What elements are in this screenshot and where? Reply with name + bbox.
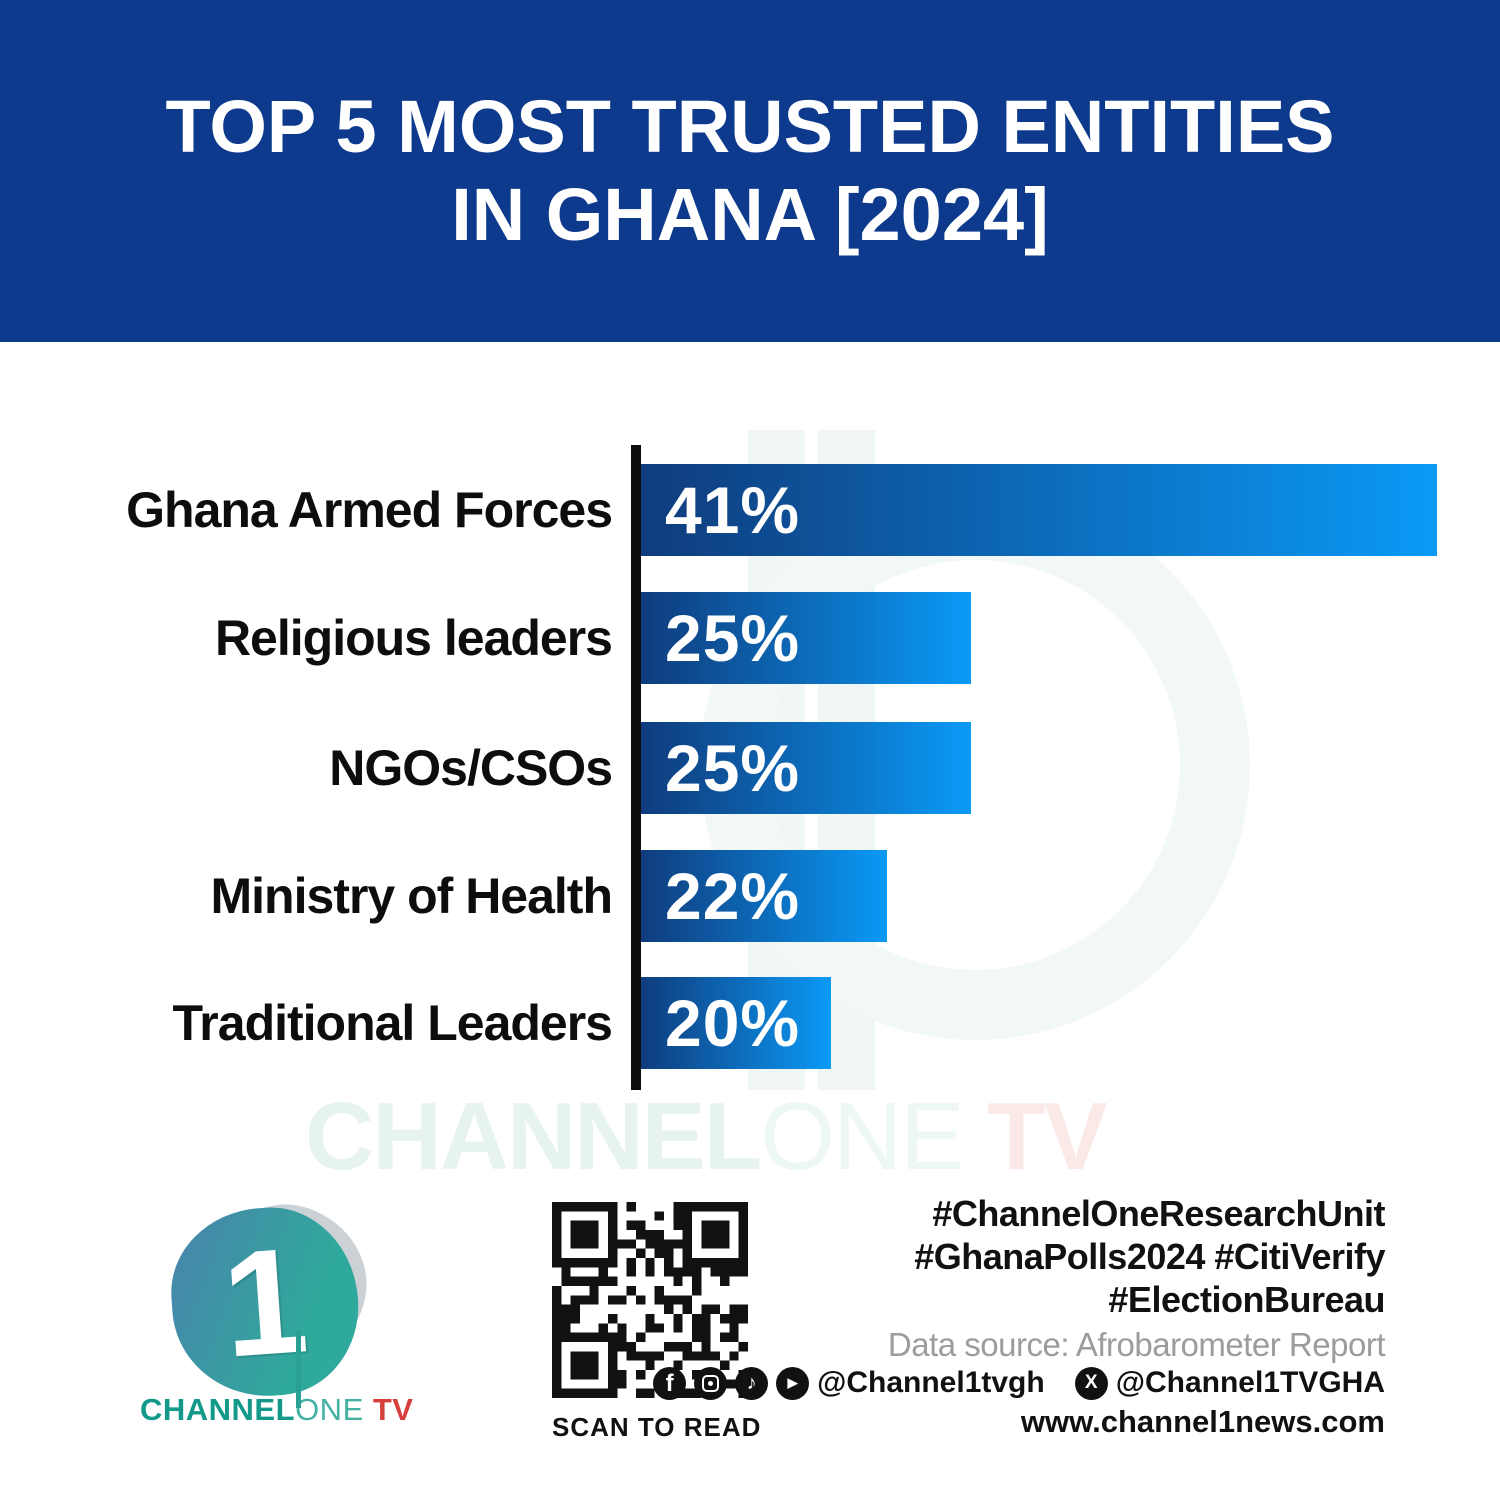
social-handle-main: @Channel1tvgh <box>817 1366 1045 1399</box>
bar-value-label: 25% <box>665 601 801 675</box>
bar-category-label: NGOs/CSOs <box>329 740 613 796</box>
data-source-label: Data source: Afrobarometer Report <box>887 1326 1386 1363</box>
page-title-line-2: IN GHANA [2024] <box>451 173 1049 256</box>
social-handle-x: @Channel1TVGHA <box>1115 1366 1385 1399</box>
facebook-icon: f <box>653 1366 687 1400</box>
qr-code-graphic <box>552 1202 748 1398</box>
watermark-tv: TV <box>962 1083 1108 1190</box>
wordmark-one: ONE <box>295 1392 364 1427</box>
hashtag-line-2: #GhanaPolls2024 #CitiVerify <box>914 1236 1385 1277</box>
social-row: f ♪ ▶ @Channel1tvgh X @Channel1TVGHA <box>653 1366 1385 1400</box>
bar-category-label: Religious leaders <box>214 610 613 666</box>
hashtag-block: #ChannelOneResearchUnit #GhanaPolls2024 … <box>914 1192 1385 1321</box>
bar-category-label: Traditional Leaders <box>172 995 613 1051</box>
bar-4: 22% <box>641 850 887 942</box>
tiktok-icon: ♪ <box>735 1366 769 1400</box>
instagram-icon <box>694 1366 728 1400</box>
hashtag-line-3: #ElectionBureau <box>1108 1279 1385 1320</box>
wordmark-tv: TV <box>363 1392 414 1427</box>
chart-axis-line <box>631 445 641 1090</box>
bar-value-label: 22% <box>665 859 801 933</box>
bar-category-label: Ministry of Health <box>210 868 613 924</box>
bar-2: 25% <box>641 592 971 684</box>
bar-category-label: Ghana Armed Forces <box>126 482 613 538</box>
website-url: www.channel1news.com <box>1020 1404 1385 1439</box>
bar-value-label: 25% <box>665 731 801 805</box>
logo-numeral-tail <box>296 1330 301 1408</box>
bar-1: 41% <box>641 464 1437 556</box>
instagram-icon-frame <box>702 1374 720 1392</box>
instagram-icon-lens <box>708 1380 714 1386</box>
watermark-one: ONE <box>760 1083 964 1190</box>
page-title-line-1: TOP 5 MOST TRUSTED ENTITIES <box>165 85 1335 168</box>
bar-5: 20% <box>641 977 831 1069</box>
watermark-channel: CHANNEL <box>305 1083 762 1190</box>
qr-caption: SCAN TO READ <box>552 1412 762 1442</box>
channel-one-watermark: CHANNELONE TV <box>305 1082 1108 1192</box>
hashtag-line-1: #ChannelOneResearchUnit <box>932 1193 1385 1234</box>
header-banner: TOP 5 MOST TRUSTED ENTITIES IN GHANA [20… <box>0 0 1500 342</box>
logo-wordmark: CHANNELONE TV <box>140 1392 440 1428</box>
wordmark-channel: CHANNEL <box>140 1392 296 1427</box>
qr-code <box>552 1202 748 1398</box>
bar-value-label: 41% <box>665 473 801 547</box>
bar-3: 25% <box>641 722 971 814</box>
x-twitter-icon: X <box>1074 1366 1108 1400</box>
youtube-icon: ▶ <box>776 1366 810 1400</box>
bar-value-label: 20% <box>665 986 801 1060</box>
